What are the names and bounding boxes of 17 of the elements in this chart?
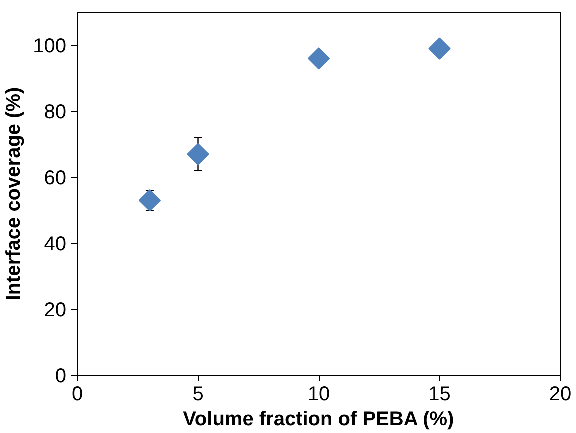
y-tick-label: 20 (44, 300, 67, 322)
y-tick-label: 0 (55, 366, 66, 388)
x-tick-label: 15 (428, 384, 451, 406)
point (138, 189, 162, 212)
y-axis-title: Interface coverage (%) (3, 87, 26, 301)
point (428, 38, 451, 60)
x-tick-label: 10 (308, 384, 330, 406)
x-tick-label: 5 (192, 384, 204, 406)
y-tick-label: 40 (44, 234, 67, 256)
y-tick-label: 80 (44, 102, 67, 124)
point (187, 143, 210, 166)
x-axis-title: Volume fraction of PEBA (%) (183, 408, 454, 430)
y-tick-label: 100 (33, 36, 67, 58)
y-tick-label: 60 (44, 168, 67, 190)
x-tick-label: 0 (72, 384, 84, 406)
point (308, 48, 330, 70)
x-tick-label: 20 (549, 384, 572, 406)
